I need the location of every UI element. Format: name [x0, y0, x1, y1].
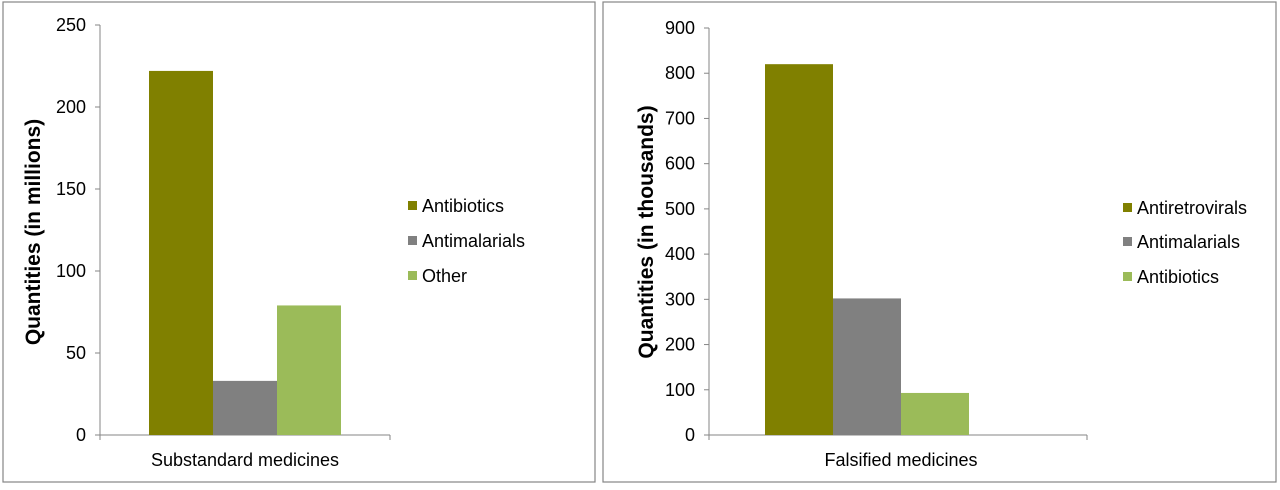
legend-label: Antimalarials	[1137, 232, 1240, 252]
bar-antimalarials	[833, 298, 901, 435]
bar-antibiotics	[901, 392, 969, 435]
legend-swatch	[1123, 203, 1132, 212]
falsified-chart-panel: Quantities (in thousands) Falsified medi…	[602, 1, 1277, 483]
y-tick-label: 600	[665, 154, 695, 174]
bar-antimalarials	[213, 380, 277, 435]
bar-antibiotics	[149, 70, 213, 436]
y-tick-label: 0	[76, 425, 86, 445]
x-category-label: Falsified medicines	[824, 450, 977, 470]
legend-swatch	[1123, 237, 1132, 246]
y-tick-label: 800	[665, 63, 695, 83]
y-axis-label: Quantities (in millions)	[22, 119, 45, 345]
y-tick-label: 250	[56, 15, 86, 35]
legend-label: Antibiotics	[422, 196, 504, 216]
y-tick-label: 100	[665, 380, 695, 400]
y-tick-label: 150	[56, 179, 86, 199]
y-tick-label: 900	[665, 18, 695, 38]
y-tick-label: 500	[665, 199, 695, 219]
y-tick-label: 0	[685, 425, 695, 445]
y-tick-label: 100	[56, 261, 86, 281]
y-axis-label: Quantities (in thousands)	[635, 105, 658, 358]
bar-antiretrovirals	[765, 64, 833, 435]
legend-label: Antiretrovirals	[1137, 198, 1247, 218]
bar-other	[277, 305, 341, 435]
y-tick-label: 50	[66, 343, 86, 363]
legend-swatch	[1123, 272, 1132, 281]
y-tick-label: 200	[665, 335, 695, 355]
legend-swatch	[408, 236, 417, 245]
legend-label: Other	[422, 266, 467, 286]
y-tick-label: 700	[665, 108, 695, 128]
legend-label: Antimalarials	[422, 231, 525, 251]
y-tick-label: 400	[665, 244, 695, 264]
y-tick-label: 300	[665, 289, 695, 309]
x-category-label: Substandard medicines	[151, 450, 339, 470]
legend-label: Antibiotics	[1137, 267, 1219, 287]
legend-swatch	[408, 201, 417, 210]
y-tick-label: 200	[56, 97, 86, 117]
legend-swatch	[408, 271, 417, 280]
substandard-chart-panel: Quantities (in millions) Substandard med…	[2, 1, 596, 483]
